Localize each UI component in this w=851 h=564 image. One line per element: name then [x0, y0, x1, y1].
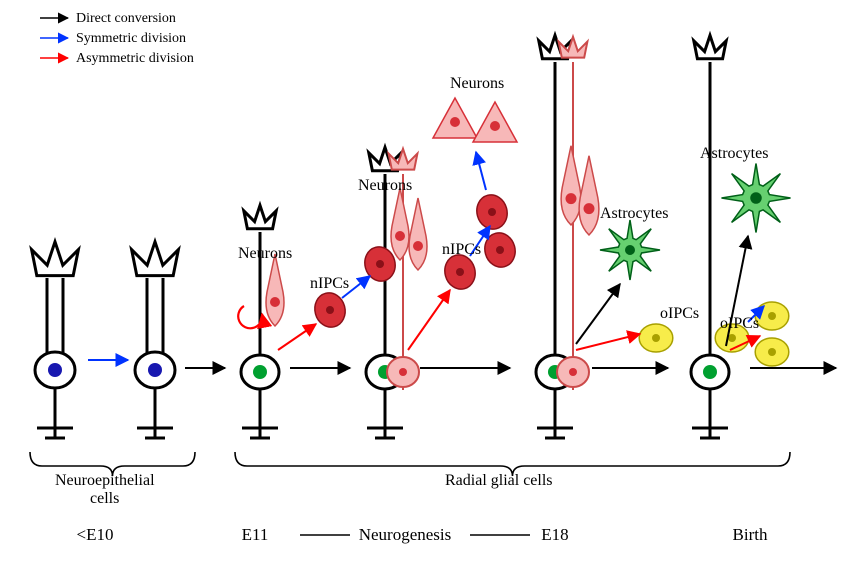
neuron-migrating	[391, 188, 409, 260]
oipc	[639, 324, 673, 352]
timeline-tick: E11	[242, 525, 269, 544]
label: nIPCs	[442, 241, 481, 258]
arrow	[576, 334, 640, 350]
astrocyte	[722, 164, 791, 233]
neuron-migrating	[579, 156, 599, 235]
oipc	[755, 338, 789, 366]
brace-label: Radial glial cells	[445, 472, 553, 489]
legend-item: Asymmetric division	[76, 51, 194, 66]
label: Neurons	[238, 245, 292, 262]
neuron-migrating	[561, 146, 581, 225]
radial-glial-cell	[691, 35, 729, 428]
label: Astrocytes	[600, 205, 668, 222]
nipc	[473, 191, 511, 232]
nipc	[481, 229, 519, 270]
label: Neurons	[358, 177, 412, 194]
neuron-migrating	[409, 198, 427, 270]
astrocyte	[600, 220, 660, 280]
arrow	[576, 284, 620, 344]
timeline-tick: <E10	[77, 525, 114, 544]
label: oIPCs	[720, 315, 759, 332]
label: Neurons	[450, 75, 504, 92]
legend-item: Direct conversion	[76, 11, 176, 26]
arrow	[476, 152, 486, 190]
timeline-tick: Neurogenesis	[359, 525, 452, 544]
brace-label: Neuroepithelial	[55, 472, 155, 489]
neuroepithelial-cell	[32, 242, 79, 428]
arrow	[408, 290, 450, 350]
label: oIPCs	[660, 305, 699, 322]
neuron-pyramidal	[433, 98, 477, 138]
timeline-tick: Birth	[733, 525, 768, 544]
oipc	[755, 302, 789, 330]
timeline-tick: E18	[541, 525, 568, 544]
legend-item: Symmetric division	[76, 31, 186, 46]
nipc	[311, 289, 349, 330]
label: Astrocytes	[700, 145, 768, 162]
neuroepithelial-cell	[132, 242, 179, 428]
arrow	[278, 324, 316, 350]
radial-glial-cell	[536, 35, 589, 428]
neuron-migrating	[266, 254, 284, 326]
neuron-pyramidal	[473, 102, 517, 142]
label: nIPCs	[310, 275, 349, 292]
svg-text:cells: cells	[90, 490, 119, 507]
